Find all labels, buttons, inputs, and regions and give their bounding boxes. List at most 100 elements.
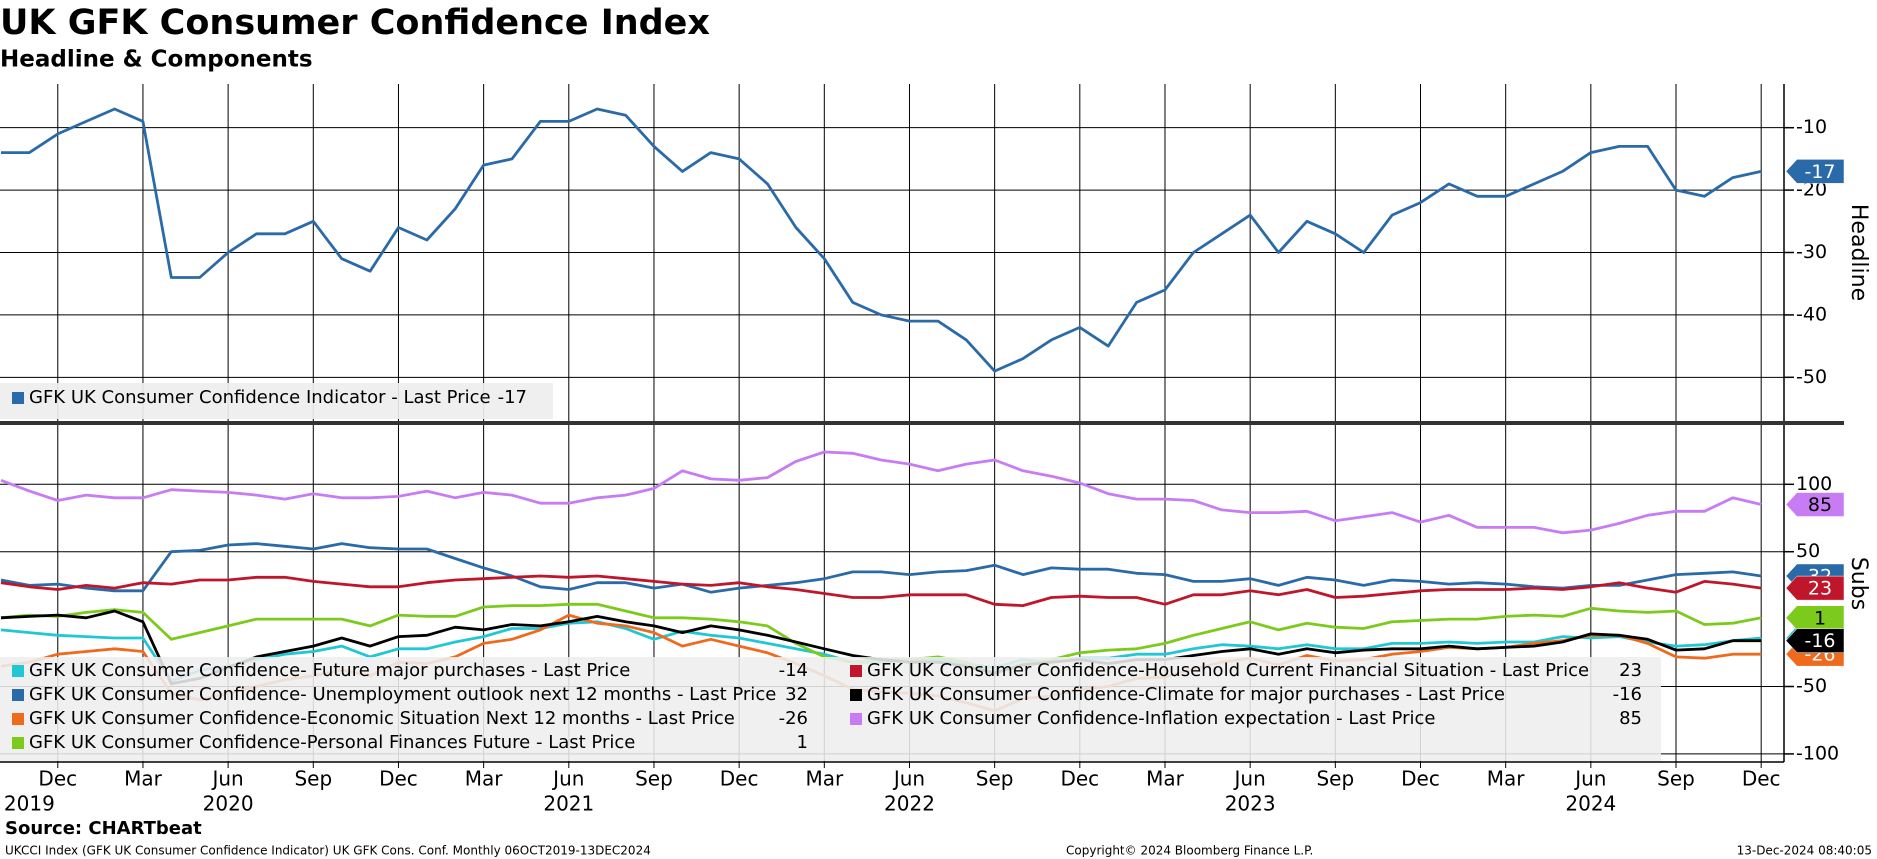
series-line — [0, 574, 1762, 607]
x-tick-label: Sep — [1657, 767, 1695, 791]
x-year-label: 2021 — [543, 792, 594, 816]
legend-suffix: - Last Price — [1400, 684, 1505, 705]
y-axis-title: Subs — [1846, 557, 1871, 610]
legend-suffix: - Last Price — [630, 708, 735, 729]
legend-box — [0, 657, 1661, 761]
y-axis-title: Headline — [1846, 204, 1871, 301]
legend-name: GFK UK Consumer Confidence-Inflation exp… — [867, 708, 1330, 729]
legend-swatch — [850, 665, 862, 677]
x-tick-label: Jun — [1233, 767, 1266, 791]
legend-entry: GFK UK Consumer Confidence-Economic Situ… — [29, 708, 735, 729]
legend-swatch — [850, 713, 862, 725]
x-year-label: 2023 — [1225, 792, 1276, 816]
legend-value: 32 — [785, 684, 808, 705]
x-year-label: 2020 — [203, 792, 254, 816]
legend-entry: GFK UK Consumer Confidence- Future major… — [29, 660, 630, 681]
last-value-badge — [1785, 628, 1845, 653]
legend-swatch — [850, 689, 862, 701]
x-tick-label: Jun — [551, 767, 584, 791]
legend-value: 1 — [797, 732, 808, 753]
last-value-badge — [1785, 159, 1845, 184]
chart-subtitle: Headline & Components — [0, 47, 313, 73]
legend-suffix: - Last Price — [1484, 660, 1589, 681]
legend-box — [0, 383, 553, 419]
last-value-badge — [1785, 492, 1845, 517]
x-tick-label: Sep — [1316, 767, 1354, 791]
x-tick-label: Mar — [465, 767, 504, 791]
legend-name: GFK UK Consumer Confidence- Future major… — [29, 660, 525, 681]
last-value-label: 85 — [1808, 494, 1832, 516]
legend-entry: GFK UK Consumer Confidence- Unemployment… — [29, 684, 776, 705]
legend-name: GFK UK Consumer Confidence-Climate for m… — [867, 684, 1400, 705]
last-value-badge — [1785, 605, 1845, 631]
x-tick-label: Dec — [720, 767, 759, 791]
x-tick-label: Mar — [1146, 767, 1185, 791]
y-tick-label: -50 — [1796, 366, 1827, 388]
y-tick-label: -10 — [1796, 116, 1827, 138]
series-line — [0, 542, 1762, 594]
legend-swatch — [12, 689, 24, 701]
legend-entry: GFK UK Consumer Confidence-Household Cur… — [867, 660, 1589, 681]
legend-entry: GFK UK Consumer Confidence-Climate for m… — [867, 684, 1505, 705]
last-value-label: 23 — [1808, 578, 1832, 600]
source: Source: CHARTbeat — [5, 818, 202, 839]
y-tick-label: 50 — [1796, 540, 1820, 562]
x-tick-label: Sep — [294, 767, 332, 791]
footer-description: UKCCI Index (GFK UK Consumer Confidence … — [5, 844, 651, 858]
legend-value: 23 — [1619, 660, 1642, 681]
legend-entry: GFK UK Consumer Confidence-Personal Fina… — [29, 732, 635, 753]
y-tick-label: -40 — [1796, 303, 1827, 325]
legend-suffix: - Last Price — [671, 684, 776, 705]
legend-value: -14 — [779, 660, 808, 681]
x-tick-label: Sep — [635, 767, 673, 791]
overlay-layer: GFK UK Consumer Confidence Indicator - L… — [0, 383, 1661, 761]
legend-swatch — [12, 713, 24, 725]
legend-name: GFK UK Consumer Confidence-Economic Situ… — [29, 708, 630, 729]
x-tick-label: Mar — [805, 767, 844, 791]
legend-swatch — [12, 665, 24, 677]
legend-value: 85 — [1619, 708, 1642, 729]
x-tick-label: Jun — [892, 767, 925, 791]
legend-entry: GFK UK Consumer Confidence-Inflation exp… — [867, 708, 1435, 729]
legend-name: GFK UK Consumer Confidence-Household Cur… — [867, 660, 1484, 681]
legend-swatch — [12, 737, 24, 749]
last-value-label: -16 — [1804, 630, 1835, 652]
timestamp: 13-Dec-2024 08:40:05 — [1737, 844, 1872, 858]
x-tick-label: Sep — [976, 767, 1014, 791]
y-tick-label: 100 — [1796, 473, 1832, 495]
last-value-label: -17 — [1804, 161, 1835, 183]
legend-suffix: - Last Price — [530, 732, 635, 753]
last-value-badge — [1785, 575, 1845, 601]
x-tick-label: Dec — [1742, 767, 1781, 791]
copyright: Copyright© 2024 Bloomberg Finance L.P. — [1066, 844, 1313, 858]
legend-value: -16 — [1613, 684, 1642, 705]
legend-name: GFK UK Consumer Confidence- Unemployment… — [29, 684, 671, 705]
legend-value: -26 — [779, 708, 808, 729]
legend-swatch — [12, 392, 24, 404]
legend-name: GFK UK Consumer Confidence-Personal Fina… — [29, 732, 530, 753]
y-tick-label: -30 — [1796, 241, 1827, 263]
legend-value: -17 — [498, 387, 527, 408]
y-tick-label: -50 — [1796, 675, 1827, 697]
x-year-label: 2019 — [4, 792, 55, 816]
chart-title: UK GFK Consumer Confidence Index — [0, 3, 710, 43]
x-tick-label: Mar — [1487, 767, 1526, 791]
legend-name: GFK UK Consumer Confidence Indicator — [29, 387, 386, 408]
x-tick-label: Dec — [379, 767, 418, 791]
x-tick-label: Dec — [38, 767, 77, 791]
x-tick-label: Jun — [1573, 767, 1606, 791]
x-tick-label: Mar — [124, 767, 163, 791]
y-tick-label: -20 — [1796, 179, 1827, 201]
y-tick-label: -100 — [1796, 742, 1839, 764]
x-year-label: 2022 — [884, 792, 935, 816]
x-tick-label: Dec — [1401, 767, 1440, 791]
last-value-label: 1 — [1814, 607, 1826, 629]
legend-entry: GFK UK Consumer Confidence Indicator - L… — [29, 387, 527, 408]
x-tick-label: Jun — [210, 767, 243, 791]
legend-suffix: - Last Price — [386, 387, 491, 408]
series-line — [0, 450, 1762, 535]
series-line — [1, 107, 1762, 373]
legend-suffix: - Last Price — [525, 660, 630, 681]
